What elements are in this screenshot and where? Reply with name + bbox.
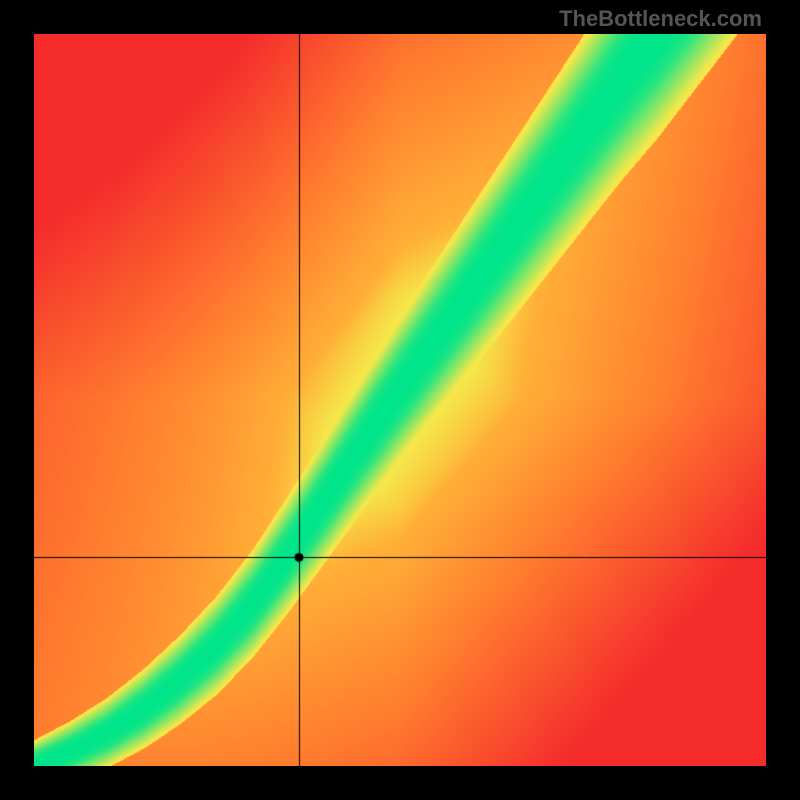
crosshair-overlay	[34, 34, 766, 766]
watermark-text: TheBottleneck.com	[559, 6, 762, 32]
heatmap-plot	[34, 34, 766, 766]
